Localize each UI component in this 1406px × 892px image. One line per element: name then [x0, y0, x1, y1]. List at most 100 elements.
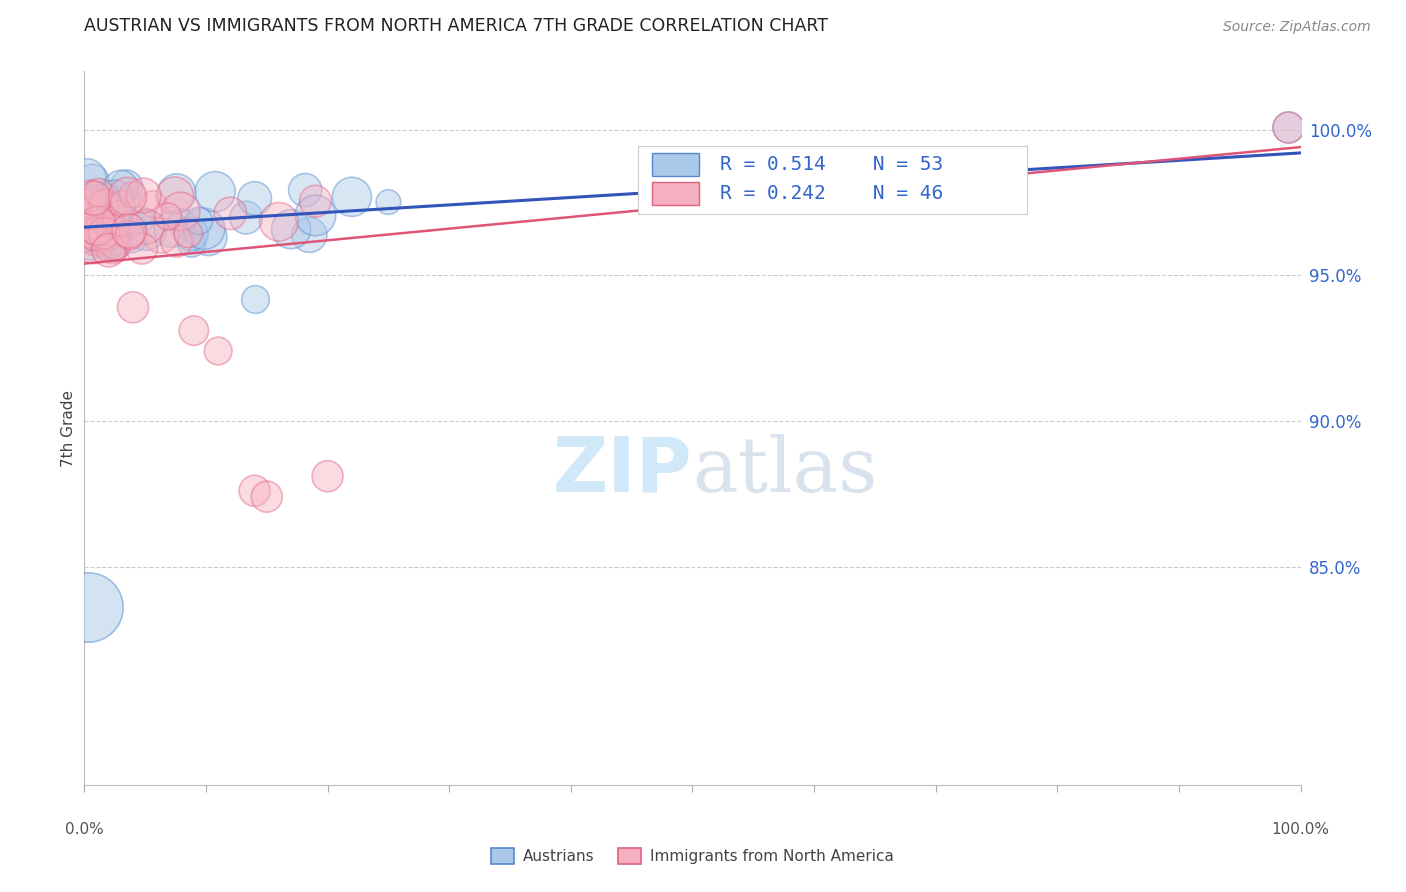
Point — [80, 223, 103, 237]
Point — [101, 239, 124, 253]
Point — [316, 469, 339, 483]
Point — [76, 171, 98, 186]
Point — [94, 191, 117, 205]
Point — [177, 227, 200, 241]
Point — [180, 227, 202, 241]
Point — [160, 222, 183, 236]
Point — [82, 199, 104, 213]
Point — [94, 204, 117, 219]
Point — [235, 211, 257, 225]
Text: 100.0%: 100.0% — [1271, 822, 1330, 837]
Point — [118, 228, 141, 243]
Text: atlas: atlas — [693, 434, 877, 508]
Point — [115, 179, 138, 194]
Point — [163, 188, 186, 202]
Point — [193, 221, 215, 235]
Point — [90, 211, 112, 225]
FancyBboxPatch shape — [652, 182, 699, 205]
Text: ZIP: ZIP — [553, 434, 693, 508]
Legend: Austrians, Immigrants from North America: Austrians, Immigrants from North America — [485, 842, 900, 870]
Point — [83, 227, 105, 241]
Point — [96, 185, 118, 199]
Point — [157, 210, 180, 224]
Point — [267, 215, 290, 229]
Point — [80, 226, 103, 240]
Point — [280, 222, 302, 236]
Point — [121, 187, 143, 202]
Point — [75, 214, 97, 228]
Point — [166, 186, 188, 200]
Point — [121, 218, 143, 232]
FancyBboxPatch shape — [652, 153, 699, 177]
Point — [298, 227, 321, 242]
Point — [90, 206, 112, 220]
Point — [80, 188, 103, 202]
FancyBboxPatch shape — [638, 146, 1026, 214]
Point — [120, 228, 142, 243]
Point — [243, 292, 266, 306]
Point — [294, 183, 316, 197]
Point — [132, 188, 155, 202]
Point — [87, 221, 110, 235]
Point — [110, 211, 132, 226]
Point — [183, 324, 205, 338]
Point — [204, 185, 226, 199]
Point — [90, 229, 112, 244]
Point — [170, 216, 193, 230]
Y-axis label: 7th Grade: 7th Grade — [60, 390, 76, 467]
Point — [117, 189, 139, 203]
Point — [377, 195, 399, 210]
Point — [256, 490, 278, 504]
Point — [129, 212, 152, 227]
Point — [89, 231, 111, 245]
Point — [83, 239, 105, 253]
Point — [101, 223, 124, 237]
Point — [83, 232, 105, 246]
Text: R = 0.514    N = 53: R = 0.514 N = 53 — [720, 155, 943, 174]
Point — [93, 226, 115, 240]
Point — [122, 300, 145, 314]
Point — [100, 231, 122, 245]
Point — [97, 215, 120, 229]
Point — [197, 230, 219, 244]
Text: AUSTRIAN VS IMMIGRANTS FROM NORTH AMERICA 7TH GRADE CORRELATION CHART: AUSTRIAN VS IMMIGRANTS FROM NORTH AMERIC… — [84, 17, 828, 35]
Text: Source: ZipAtlas.com: Source: ZipAtlas.com — [1223, 21, 1371, 34]
Point — [90, 229, 112, 244]
Point — [118, 224, 141, 238]
Point — [97, 232, 120, 246]
Point — [165, 234, 187, 248]
Point — [87, 186, 110, 200]
Point — [104, 236, 127, 251]
Point — [243, 483, 266, 498]
Point — [1277, 120, 1299, 134]
Point — [79, 233, 101, 247]
Point — [104, 191, 127, 205]
Point — [86, 219, 108, 233]
Point — [340, 190, 363, 204]
Point — [93, 213, 115, 227]
Point — [207, 343, 229, 358]
Point — [131, 242, 153, 256]
Point — [80, 230, 103, 244]
Point — [142, 197, 165, 211]
Point — [169, 204, 191, 219]
Point — [304, 209, 326, 223]
Point — [77, 194, 100, 209]
Point — [93, 225, 115, 239]
Point — [79, 211, 101, 226]
Point — [93, 202, 115, 216]
Point — [101, 236, 124, 251]
Point — [76, 203, 98, 218]
Point — [75, 226, 97, 240]
Point — [219, 206, 242, 220]
Point — [304, 194, 326, 209]
Point — [82, 174, 104, 188]
Point — [149, 228, 172, 243]
Point — [1277, 120, 1299, 134]
Text: R = 0.242    N = 46: R = 0.242 N = 46 — [720, 184, 943, 202]
Point — [77, 203, 100, 218]
Point — [180, 236, 202, 251]
Point — [111, 197, 134, 211]
Point — [115, 192, 138, 206]
Point — [90, 210, 112, 224]
